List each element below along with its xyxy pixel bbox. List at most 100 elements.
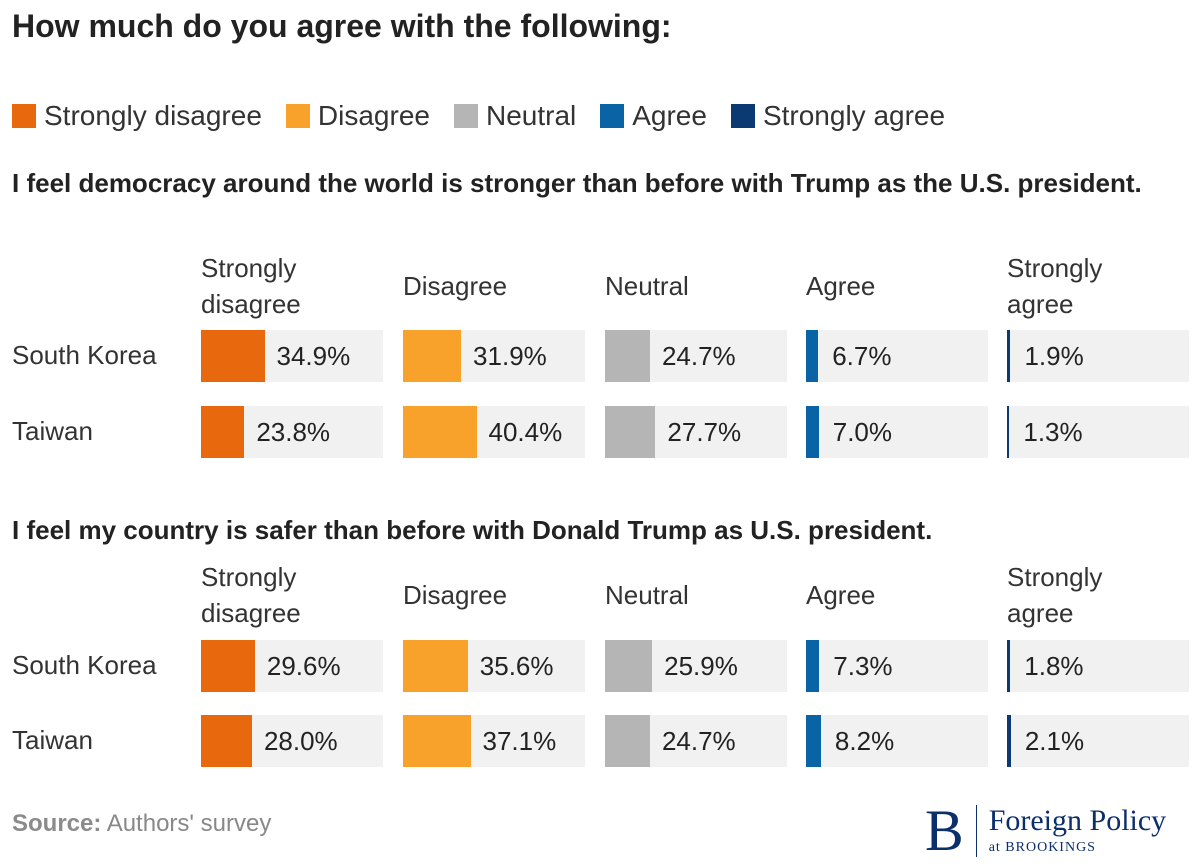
data-label: 24.7%	[661, 341, 736, 371]
legend: Strongly disagree Disagree Neutral Agree…	[12, 100, 969, 132]
data-label: 2.1%	[1024, 726, 1085, 756]
bar-neutral	[605, 640, 653, 692]
table-cell: 28.0%	[201, 715, 383, 767]
column-header-line: Strongly	[1007, 562, 1103, 592]
legend-label: Strongly disagree	[44, 100, 262, 131]
table-cell: 25.9%	[605, 640, 787, 692]
legend-item-neutral: Neutral	[453, 100, 577, 132]
bar-agree	[806, 715, 821, 767]
bar-agree	[806, 406, 819, 458]
table-cell: 2.1%	[1007, 715, 1189, 767]
data-label: 23.8%	[256, 417, 331, 447]
data-label: 1.8%	[1024, 651, 1084, 681]
table-cell: 1.9%	[1007, 330, 1189, 382]
data-label: 28.0%	[263, 726, 338, 756]
legend-swatch	[453, 104, 478, 128]
bar-disagree	[403, 406, 477, 458]
row-label-taiwan: Taiwan	[12, 416, 93, 446]
column-header-line: Disagree	[403, 580, 508, 610]
bar-strongly-agree	[1007, 406, 1010, 458]
bar-disagree	[403, 330, 462, 382]
bar-disagree	[403, 640, 468, 692]
chart-title: How much do you agree with the following…	[12, 8, 672, 44]
table-cell: 34.9%	[201, 330, 383, 382]
legend-item-strongly-disagree: Strongly disagree	[12, 100, 262, 132]
data-label: 40.4%	[488, 417, 563, 447]
row-label-south-korea: South Korea	[12, 340, 157, 370]
table-cell: 8.2%	[806, 715, 988, 767]
data-label: 25.9%	[664, 651, 738, 681]
column-header-strongly-disagree: Strongly disagree	[201, 559, 391, 631]
data-label: 24.7%	[661, 726, 736, 756]
data-label: 6.7%	[832, 341, 892, 371]
bar-strongly-agree	[1007, 640, 1011, 692]
bar-strongly-disagree	[201, 406, 245, 458]
column-header-strongly-disagree: Strongly disagree	[201, 250, 391, 322]
legend-label: Neutral	[485, 100, 577, 131]
row-label-taiwan: Taiwan	[12, 725, 93, 755]
table-cell: 6.7%	[806, 330, 988, 382]
column-header-disagree: Disagree	[403, 577, 593, 613]
bar-neutral	[605, 406, 656, 458]
bar-strongly-disagree	[201, 330, 265, 382]
source-label: Source:	[12, 810, 102, 837]
bar-agree	[806, 330, 819, 382]
column-header-line: Strongly	[1007, 253, 1103, 283]
logo-letter: B	[925, 798, 964, 863]
legend-label: Agree	[632, 100, 707, 131]
bar-strongly-disagree	[201, 715, 252, 767]
column-header-strongly-agree: Strongly agree	[1007, 250, 1197, 322]
data-label: 8.2%	[834, 726, 895, 756]
data-label: 27.7%	[667, 417, 742, 447]
question-1: I feel democracy around the world is str…	[12, 168, 1142, 198]
table-cell: 7.3%	[806, 640, 988, 692]
column-header-line: disagree	[201, 598, 301, 628]
table-cell: 31.9%	[403, 330, 585, 382]
column-header-line: Agree	[806, 271, 876, 301]
column-header-line: disagree	[201, 289, 301, 319]
source-text: Authors' survey	[101, 810, 272, 837]
column-header-line: Disagree	[403, 271, 508, 301]
data-label: 37.1%	[482, 726, 557, 756]
column-header-line: Strongly	[201, 253, 297, 283]
legend-swatch	[600, 104, 625, 128]
legend-item-agree: Agree	[600, 100, 707, 132]
logo-divider	[975, 805, 977, 857]
row-label-south-korea: South Korea	[12, 650, 157, 680]
column-header-line: agree	[1007, 598, 1074, 628]
column-header-line: Agree	[806, 580, 876, 610]
column-header-line: agree	[1007, 289, 1074, 319]
brookings-logo: B Foreign Policy at BROOKINGS	[925, 802, 1166, 860]
bar-neutral	[605, 715, 650, 767]
table-cell: 23.8%	[201, 406, 383, 458]
data-label: 1.9%	[1024, 341, 1084, 371]
column-header-agree: Agree	[806, 577, 996, 613]
bar-strongly-disagree	[201, 640, 255, 692]
table-cell: 40.4%	[403, 406, 585, 458]
data-label: 35.6%	[479, 651, 554, 681]
legend-item-disagree: Disagree	[285, 100, 430, 132]
logo-title: Foreign Policy	[988, 804, 1167, 837]
data-label: 7.0%	[832, 417, 892, 447]
table-cell: 1.3%	[1007, 406, 1189, 458]
legend-swatch	[285, 104, 310, 128]
column-header-line: Neutral	[605, 580, 689, 610]
bar-strongly-agree	[1007, 330, 1011, 382]
data-label: 29.6%	[266, 651, 341, 681]
data-label: 34.9%	[276, 341, 351, 371]
legend-label: Disagree	[317, 100, 430, 131]
column-header-neutral: Neutral	[605, 268, 795, 304]
table-cell: 24.7%	[605, 330, 787, 382]
table-cell: 37.1%	[403, 715, 585, 767]
column-header-neutral: Neutral	[605, 577, 795, 613]
column-header-line: Neutral	[605, 271, 689, 301]
legend-swatch	[730, 104, 755, 128]
legend-swatch	[12, 104, 36, 128]
bar-neutral	[605, 330, 650, 382]
table-cell: 35.6%	[403, 640, 585, 692]
column-header-disagree: Disagree	[403, 268, 593, 304]
legend-item-strongly-agree: Strongly agree	[730, 100, 945, 132]
column-header-line: Strongly	[201, 562, 297, 592]
data-label: 31.9%	[473, 341, 547, 371]
data-label: 7.3%	[833, 651, 893, 681]
